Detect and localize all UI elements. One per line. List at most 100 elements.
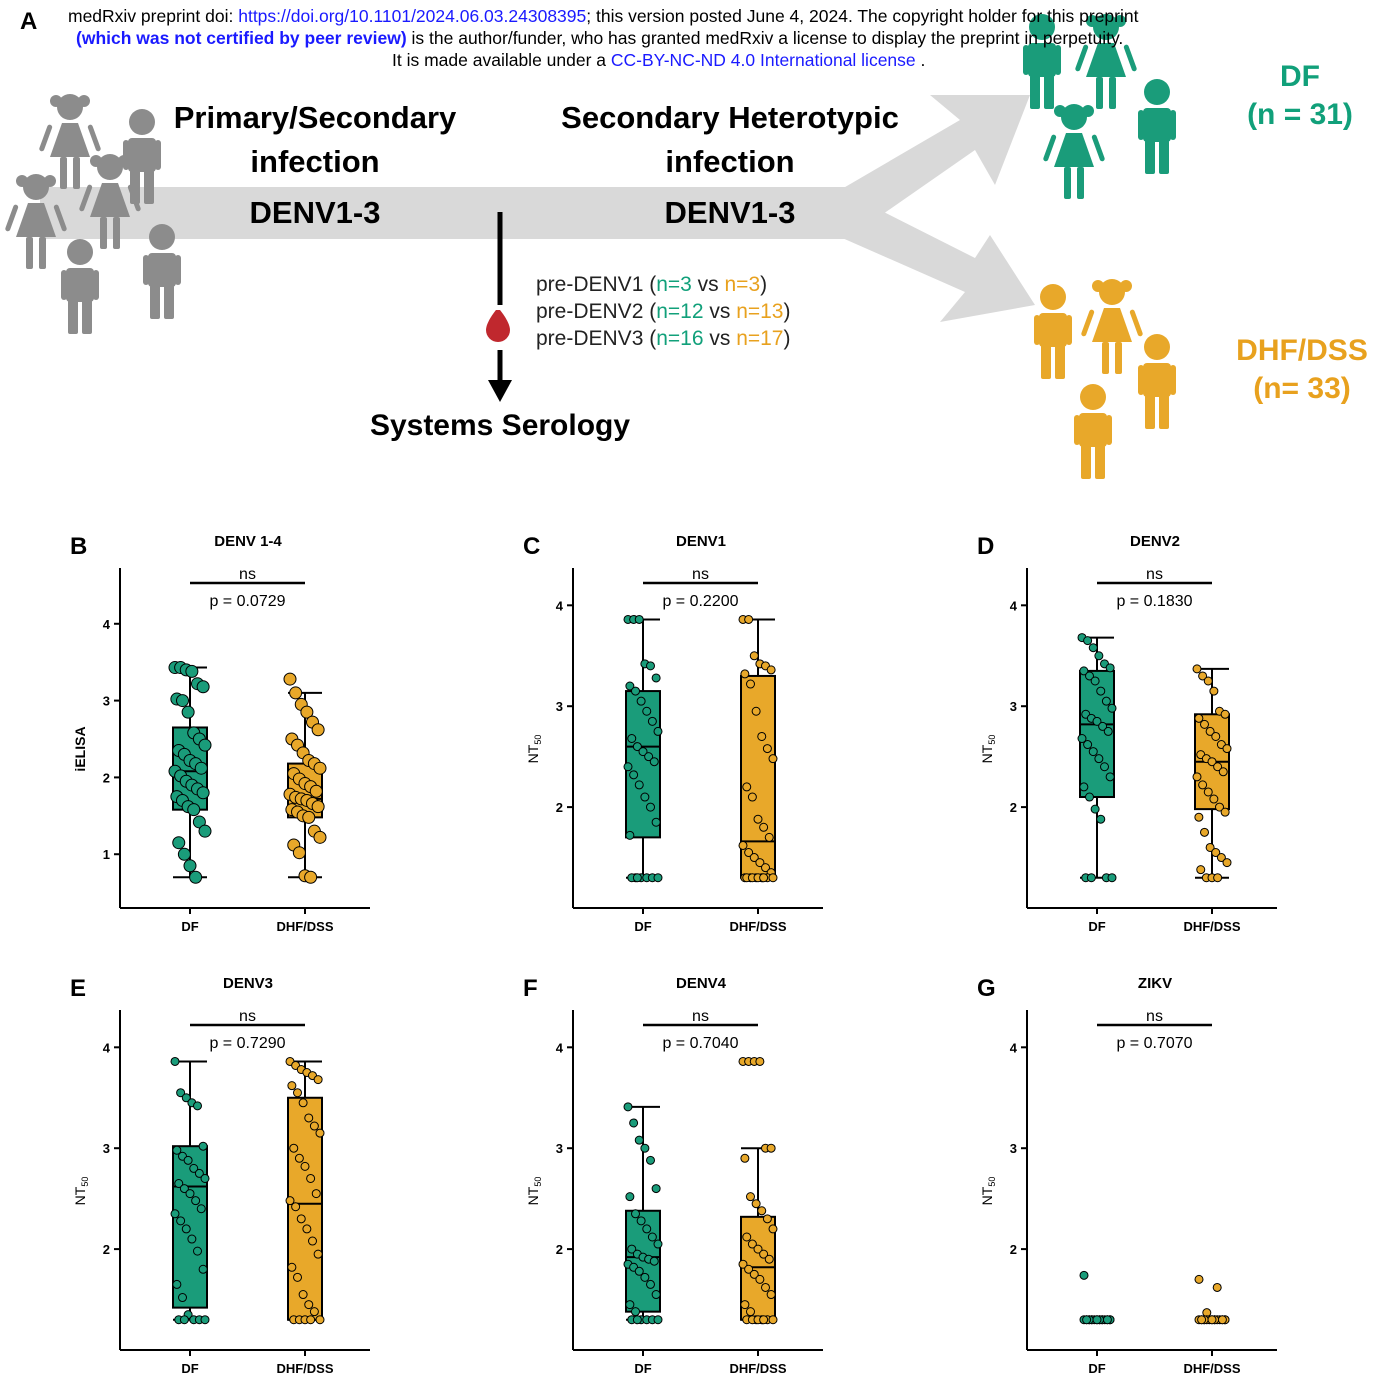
- data-point: [1079, 1270, 1089, 1280]
- data-point: [1090, 676, 1100, 686]
- panel-letter-a: A: [20, 8, 38, 35]
- pre-denv-counts: pre-DENV1 (n=3 vs n=3) pre-DENV2 (n=12 v…: [536, 271, 791, 352]
- data-point: [1192, 772, 1202, 782]
- data-point: [1194, 1274, 1204, 1284]
- data-point: [642, 1224, 652, 1234]
- data-point: [1220, 709, 1230, 719]
- significance-label: ns: [1146, 1008, 1163, 1025]
- data-point: [289, 1143, 299, 1153]
- data-point: [649, 757, 659, 767]
- series-dhf: [738, 614, 778, 883]
- panel-letter: F: [523, 975, 538, 1002]
- data-point: [309, 784, 323, 798]
- data-point: [313, 830, 327, 844]
- data-point: [183, 1155, 193, 1165]
- data-point: [1198, 671, 1208, 681]
- series-df: [1079, 1270, 1115, 1325]
- y-tick-label: 4: [1010, 598, 1018, 613]
- doi-link[interactable]: https://doi.org/10.1101/2024.06.03.24308…: [238, 6, 587, 26]
- data-point: [1096, 686, 1106, 696]
- data-point: [1083, 740, 1093, 750]
- data-point: [1220, 807, 1230, 817]
- data-point: [304, 870, 318, 884]
- data-point: [1088, 643, 1098, 653]
- header-line-3: It is made available under a CC-BY-NC-ND…: [392, 50, 926, 70]
- data-point: [1090, 804, 1100, 814]
- data-point: [623, 1102, 633, 1112]
- data-point: [1083, 636, 1093, 646]
- data-point: [1086, 873, 1096, 883]
- panel-a-diagram: [4, 14, 1176, 479]
- x-tick-label: DF: [1088, 1361, 1105, 1376]
- data-point: [646, 1155, 655, 1165]
- data-point: [304, 1300, 314, 1310]
- data-point: [755, 1056, 765, 1066]
- data-point: [746, 1307, 755, 1317]
- data-point: [298, 1098, 308, 1108]
- data-point: [740, 1153, 750, 1163]
- data-point: [200, 1315, 210, 1325]
- pre-denv3-line: pre-DENV3 (n=16 vs n=17): [536, 327, 791, 350]
- series-df: [623, 614, 663, 883]
- data-point: [179, 1184, 189, 1194]
- stage2-title: Secondary Heterotypic infection: [561, 100, 899, 179]
- data-point: [292, 846, 306, 860]
- data-point: [183, 859, 197, 873]
- data-point: [309, 1121, 319, 1131]
- data-point: [753, 814, 763, 824]
- data-point: [1102, 1315, 1112, 1325]
- data-point: [632, 742, 642, 752]
- data-point: [625, 681, 635, 691]
- stage2-virus: DENV1-3: [664, 195, 796, 230]
- license-link[interactable]: CC-BY-NC-ND 4.0 International license: [610, 50, 916, 70]
- data-point: [181, 1093, 191, 1103]
- data-point: [646, 802, 655, 812]
- x-tick-label: DF: [1088, 919, 1105, 934]
- p-value-label: p = 0.7070: [1116, 1035, 1192, 1052]
- df-group-label: DF (n = 31): [1247, 60, 1353, 131]
- y-tick-label: 3: [1010, 699, 1017, 714]
- data-point: [200, 1173, 210, 1183]
- data-point: [627, 1244, 637, 1254]
- data-point: [634, 1135, 644, 1145]
- chart-title: DENV1: [676, 533, 726, 550]
- data-point: [176, 694, 189, 708]
- data-point: [762, 1214, 772, 1224]
- data-point: [651, 673, 661, 683]
- data-point: [623, 762, 633, 772]
- y-tick-label: 3: [556, 699, 563, 714]
- data-point: [1098, 721, 1108, 731]
- y-tick-label: 4: [103, 617, 111, 632]
- data-point: [304, 1113, 314, 1123]
- data-point: [298, 1290, 308, 1300]
- data-point: [634, 614, 644, 624]
- data-point: [740, 1300, 750, 1310]
- data-point: [176, 1216, 186, 1226]
- data-point: [302, 1224, 312, 1234]
- data-point: [1207, 757, 1217, 767]
- data-point: [1217, 1315, 1227, 1325]
- p-value-label: p = 0.1830: [1116, 593, 1192, 610]
- data-point: [1198, 780, 1208, 790]
- data-point: [755, 1274, 765, 1284]
- chart-title: DENV3: [223, 975, 273, 992]
- data-point: [179, 1315, 189, 1325]
- data-point: [1197, 1315, 1207, 1325]
- data-point: [187, 1234, 197, 1244]
- data-point: [185, 1189, 195, 1199]
- series-dhf: [283, 672, 327, 884]
- data-point: [751, 1199, 761, 1209]
- data-point: [1196, 865, 1206, 875]
- y-tick-label: 3: [556, 1141, 563, 1156]
- data-point: [653, 1239, 663, 1249]
- data-point: [640, 1272, 650, 1282]
- data-point: [1094, 651, 1104, 661]
- data-point: [647, 1232, 657, 1242]
- y-axis-label: NT50: [979, 1177, 997, 1206]
- chart-panel-b: B DENV 1-4 1 2 3 4 iELISA DF DHF/DSS ns p = 0.0729: [70, 533, 370, 934]
- data-point: [1085, 671, 1094, 681]
- data-point: [291, 1202, 301, 1212]
- data-point: [647, 716, 657, 726]
- data-point: [1205, 842, 1215, 852]
